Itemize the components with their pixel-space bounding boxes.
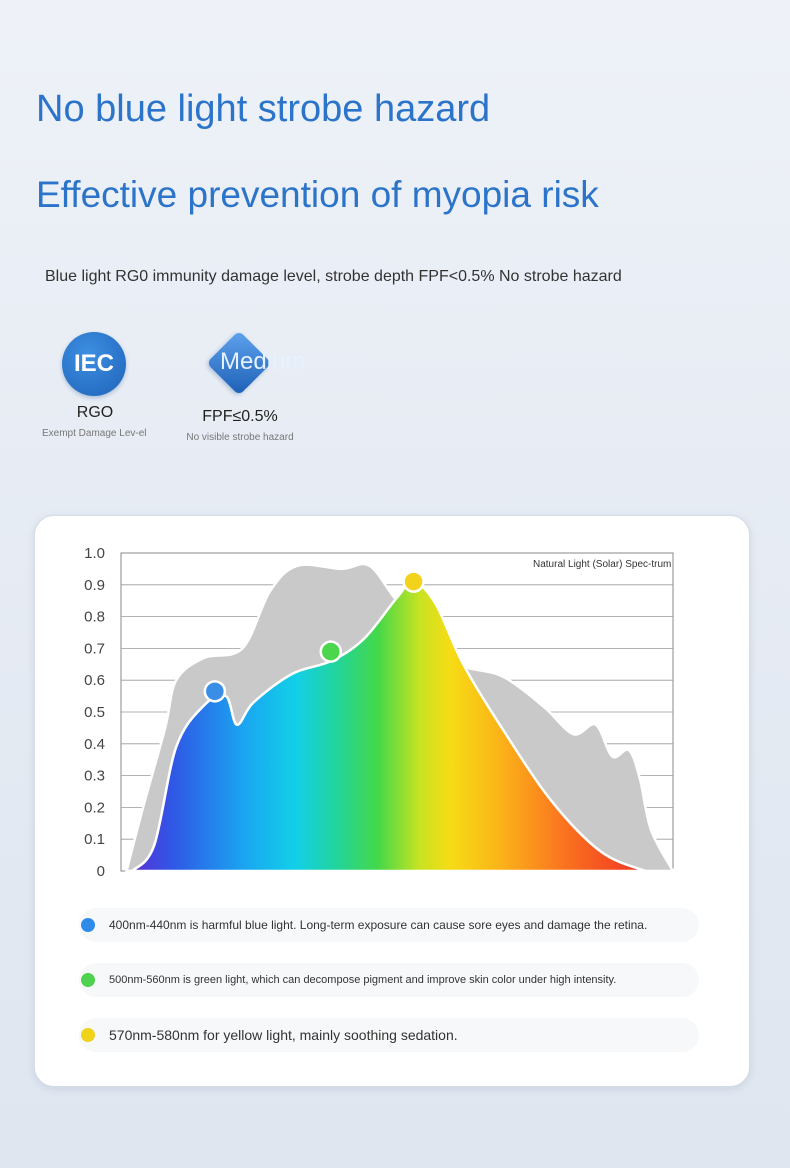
badge-name-fpf: FPF≤0.5%: [202, 408, 278, 425]
diamond-icon: Medium: [180, 330, 305, 396]
y-tick-label: 0.1: [84, 831, 105, 848]
headline-myopia: Effective prevention of myopia risk: [36, 174, 599, 215]
led-spectrum-area: [129, 580, 646, 873]
badge-desc-rg0: Exempt Damage Lev-el: [42, 428, 147, 439]
y-tick-label: 0.7: [84, 640, 105, 657]
yellow-dot-icon: [81, 1028, 95, 1042]
note-green-light: 500nm-560nm is green light, which can de…: [79, 963, 699, 997]
y-tick-label: 0.6: [84, 672, 105, 689]
subtitle: Blue light RG0 immunity damage level, st…: [45, 268, 622, 285]
badge-name-rg0: RGO: [76, 404, 114, 421]
peak-marker: [319, 640, 343, 663]
y-tick-label: 0: [97, 863, 105, 880]
y-tick-label: 0.8: [84, 609, 105, 626]
y-tick-label: 0.4: [84, 736, 105, 753]
y-tick-label: 1.0: [84, 545, 105, 562]
note-yellow-text: 570nm-580nm for yellow light, mainly soo…: [109, 1027, 458, 1043]
spectrum-card: 1.0 0.9 0.8 0.7 0.6 0.5 0.4 0.3 0.2 0.1 0 Natural L…: [34, 515, 750, 1087]
note-yellow-light: 570nm-580nm for yellow light, mainly soo…: [79, 1018, 699, 1052]
y-tick-label: 0.5: [84, 704, 105, 721]
blue-dot-icon: [81, 918, 95, 932]
chart-legend-label: Natural Light (Solar) Spec-trum: [533, 559, 671, 570]
note-blue-text: 400nm-440nm is harmful blue light. Long-…: [109, 918, 648, 932]
green-dot-icon: [81, 973, 95, 987]
diamond-label: Medium: [220, 348, 306, 375]
fpf-badge: Medium FPF≤0.5% No visible strobe hazard: [180, 330, 305, 443]
iec-badge: IEC RGO Exempt Damage Lev-el: [42, 332, 147, 439]
y-tick-label: 0.3: [84, 768, 105, 785]
y-tick-label: 0.2: [84, 799, 105, 816]
peak-marker: [402, 570, 425, 593]
note-green-text: 500nm-560nm is green light, which can de…: [109, 974, 617, 986]
note-blue-light: 400nm-440nm is harmful blue light. Long-…: [79, 908, 699, 942]
spectrum-chart: 1.0 0.9 0.8 0.7 0.6 0.5 0.4 0.3 0.2 0.1 0 Natural L…: [84, 545, 676, 880]
iec-logo-icon: IEC: [62, 332, 126, 396]
headline-strobe: No blue light strobe hazard: [36, 88, 491, 130]
peak-marker: [203, 680, 227, 703]
badge-desc-fpf: No visible strobe hazard: [186, 432, 294, 443]
y-tick-label: 0.9: [84, 577, 105, 594]
